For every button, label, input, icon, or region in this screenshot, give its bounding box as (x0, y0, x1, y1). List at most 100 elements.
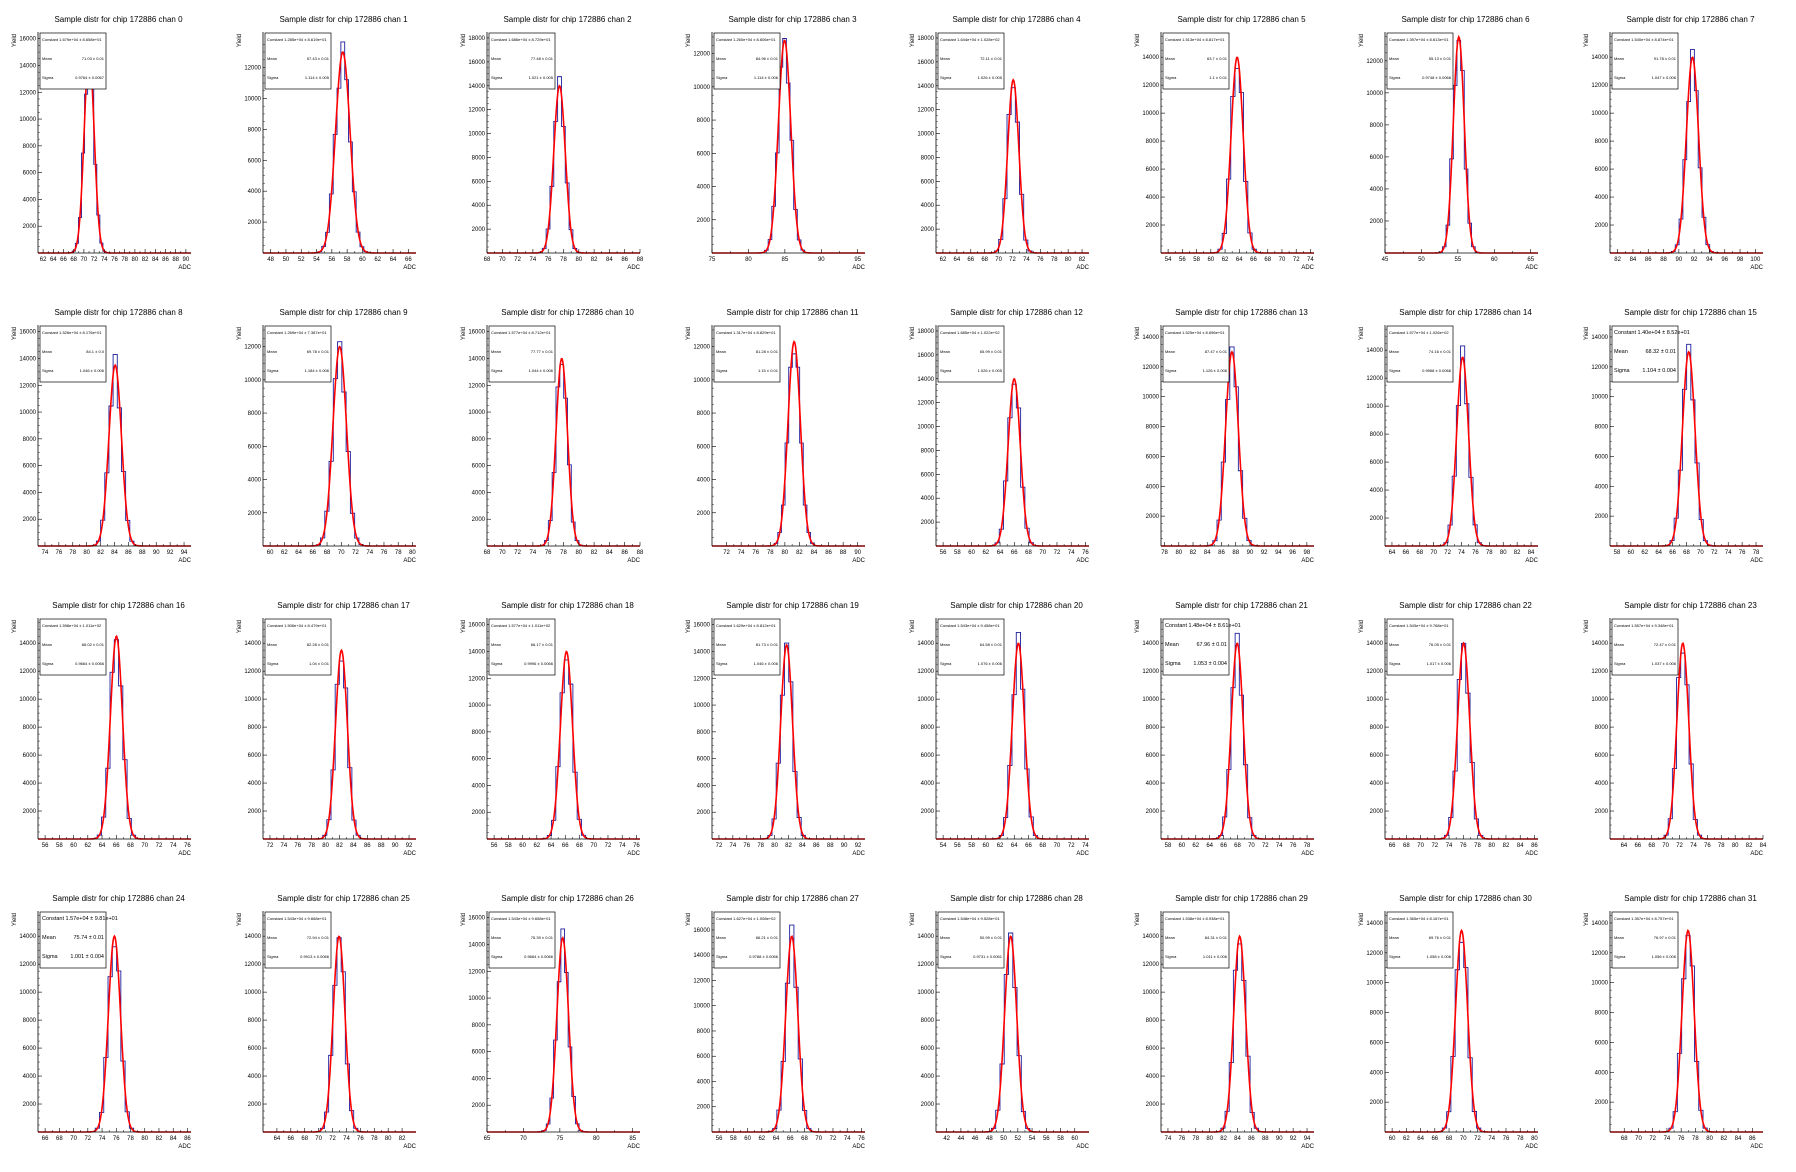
x-tick-label: 72 (1676, 843, 1683, 849)
stats-sigma-value: 0.9764 ± 0.0067 (75, 75, 105, 80)
x-tick-label: 64 (274, 1136, 281, 1142)
x-tick-label: 64 (295, 550, 302, 556)
y-tick-label: 4000 (472, 203, 486, 209)
stats-box: Constant 1.557e+04 ± 9.348e+01 Mean 72.47 … (1611, 618, 1679, 676)
histogram-outline (1386, 941, 1533, 1133)
x-tick-label: 56 (1043, 1136, 1050, 1142)
y-tick-label: 10000 (19, 990, 36, 996)
y-tick-label: 2000 (248, 511, 262, 517)
x-tick-label: 80 (1488, 843, 1495, 849)
stats-constant: Constant 1.686e+04 ± 8.729e+01 (491, 37, 551, 42)
stats-sigma-value: 1.053 ± 0.004 (1193, 661, 1227, 667)
x-axis-label: ADC (1301, 558, 1314, 564)
y-axis-label: Yield (1584, 34, 1590, 47)
x-tick-label: 80 (575, 257, 582, 263)
chart-panel: Sample distr for chip 172886 chan 19 72 74… (674, 586, 898, 879)
x-ticks: 64 66 68 70 72 74 76 78 80 82 84 (1621, 835, 1767, 849)
y-tick-label: 10000 (468, 996, 485, 1002)
y-tick-label: 4000 (1595, 195, 1609, 201)
stats-sigma-label: Sigma (267, 75, 279, 80)
x-axis-label: ADC (627, 558, 640, 564)
x-tick-label: 84 (606, 550, 613, 556)
stats-box-frame (937, 325, 1005, 383)
stats-box-frame (488, 325, 556, 383)
x-tick-label: 64 (773, 1136, 780, 1142)
y-tick-label: 14000 (693, 953, 710, 959)
y-tick-label: 14000 (244, 934, 261, 940)
x-tick-label: 68 (1403, 843, 1410, 849)
x-tick-label: 68 (127, 843, 134, 849)
x-tick-label: 50 (1000, 1136, 1007, 1142)
x-tick-label: 74 (1307, 257, 1314, 263)
x-axis-label: ADC (852, 1144, 865, 1150)
y-ticks: 2000 4000 6000 8000 10000 12000 14000 (1591, 915, 1614, 1125)
y-ticks: 2000 4000 6000 8000 10000 12000 (693, 36, 716, 245)
y-ticks: 2000 4000 6000 8000 10000 12000 14000 (1142, 329, 1165, 539)
stats-box-frame (1162, 618, 1230, 676)
x-tick-label: 78 (1718, 843, 1725, 849)
stats-mean-label: Mean (716, 56, 726, 61)
x-ticks: 68 70 72 74 76 78 80 82 84 86 88 (484, 542, 644, 556)
histogram (487, 364, 637, 547)
stats-mean-value: 50.99 ± 0.01 (980, 935, 1003, 940)
x-tick-label: 84 (1517, 843, 1524, 849)
x-tick-label: 70 (499, 257, 506, 263)
x-axis-label: ADC (1076, 558, 1089, 564)
x-tick-label: 74 (1446, 843, 1453, 849)
y-tick-label: 6000 (921, 1046, 935, 1052)
x-ticks: 65 70 75 80 85 (484, 1128, 637, 1142)
x-tick-label: 75 (709, 257, 716, 263)
stats-mean-label: Mean (42, 349, 52, 354)
stats-sigma-value: 1.056 ± 0.006 (1652, 954, 1677, 959)
x-tick-label: 80 (1500, 550, 1507, 556)
stats-box: Constant 1.357e+04 ± 8.757e+01 Mean 76.97 … (1611, 911, 1679, 969)
chart-panel: Sample distr for chip 172886 chan 30 60 62… (1347, 879, 1571, 1172)
stats-mean-value: 91.78 ± 0.01 (1654, 56, 1677, 61)
x-tick-label: 64 (1417, 1136, 1424, 1142)
stats-mean-label: Mean (1165, 935, 1175, 940)
chart-panel: Sample distr for chip 172886 chan 11 72 74… (674, 293, 898, 586)
x-tick-label: 76 (1037, 257, 1044, 263)
stats-mean-label: Mean (1165, 349, 1175, 354)
stats-sigma-label: Sigma (491, 661, 503, 666)
x-tick-label: 76 (1472, 550, 1479, 556)
histogram (1386, 941, 1533, 1133)
y-axis-label: Yield (12, 620, 18, 633)
y-tick-label: 12000 (1591, 365, 1608, 371)
chart-title: Sample distr for chip 172886 chan 3 (728, 15, 857, 24)
x-axis-label: ADC (403, 851, 416, 857)
y-tick-label: 12000 (1366, 669, 1383, 675)
y-tick-label: 4000 (697, 185, 711, 191)
chart-svg: Sample distr for chip 172886 chan 13 78 80… (1135, 308, 1315, 564)
stats-sigma-label: Sigma (940, 661, 952, 666)
y-tick-label: 2000 (1370, 809, 1384, 815)
y-ticks: 2000 4000 6000 8000 10000 12000 14000 16000 (19, 330, 42, 540)
x-tick-label: 88 (1660, 257, 1667, 263)
x-tick-label: 66 (1634, 843, 1641, 849)
y-axis-label: Yield (686, 620, 692, 633)
stats-box: Constant 1.543e+04 ± 9.768e+01 Mean 76.05 … (1386, 618, 1454, 676)
chart-panel: Sample distr for chip 172886 chan 17 72 74… (225, 586, 449, 879)
stats-sigma-label: Sigma (1165, 954, 1177, 959)
x-tick-label: 68 (1039, 843, 1046, 849)
y-tick-label: 8000 (248, 411, 262, 417)
x-tick-label: 68 (1234, 843, 1241, 849)
x-tick-label: 62 (1222, 257, 1229, 263)
x-tick-label: 62 (281, 550, 288, 556)
x-tick-label: 56 (42, 843, 49, 849)
x-tick-label: 80 (1206, 1136, 1213, 1142)
x-tick-label: 90 (1247, 550, 1254, 556)
x-tick-label: 86 (1248, 1136, 1255, 1142)
y-tick-label: 12000 (917, 669, 934, 675)
y-axis-label: Yield (1359, 34, 1365, 47)
stats-sigma-value: 1.026 ± 0.005 (978, 368, 1003, 373)
y-tick-label: 4000 (23, 490, 37, 496)
y-tick-label: 14000 (1591, 55, 1608, 61)
y-axis-label: Yield (1359, 327, 1365, 340)
stats-box-frame (488, 911, 556, 969)
y-tick-label: 6000 (1146, 753, 1160, 759)
stats-box-frame (713, 325, 781, 383)
chart-svg: Sample distr for chip 172886 chan 27 56 58… (686, 894, 866, 1150)
y-axis-label: Yield (686, 34, 692, 47)
x-ticks: 42 44 46 48 50 52 54 56 58 60 (943, 1128, 1079, 1142)
